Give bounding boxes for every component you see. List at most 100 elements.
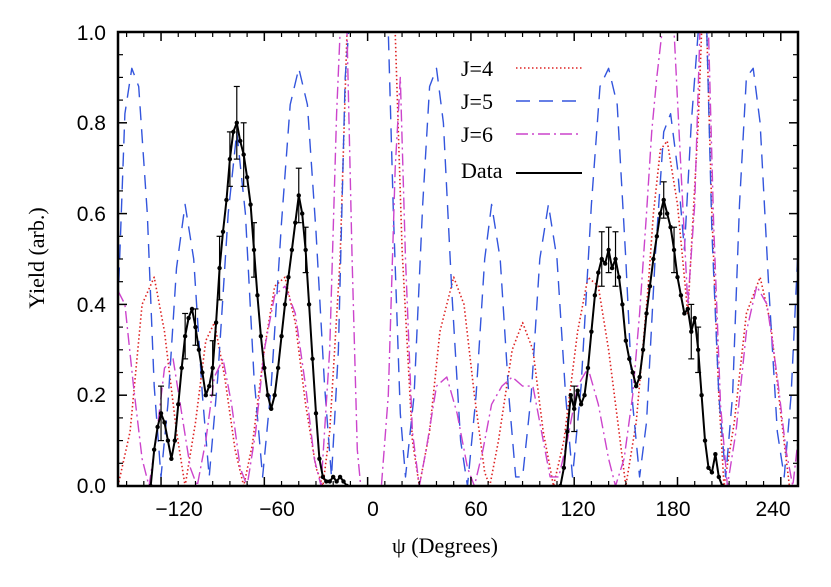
data-point — [334, 479, 339, 484]
data-point — [279, 333, 284, 339]
x-tick-label: −120 — [155, 498, 202, 521]
data-point — [330, 474, 336, 480]
data-point — [151, 447, 157, 452]
data-point — [337, 474, 343, 480]
legend-label-j5: J=5 — [461, 89, 493, 114]
data-point — [306, 302, 312, 307]
data-point — [716, 474, 722, 480]
data-point — [289, 247, 295, 253]
data-point — [578, 402, 584, 407]
data-point — [651, 256, 656, 262]
data-point — [155, 424, 160, 430]
series-line-j5 — [118, 32, 798, 486]
data-point — [213, 320, 219, 325]
data-point — [640, 347, 646, 352]
series-line-j4 — [118, 32, 791, 486]
data-point — [317, 456, 322, 461]
data-point — [602, 261, 608, 266]
data-point — [609, 265, 615, 271]
y-tick-label: 0.4 — [77, 294, 107, 317]
data-point — [275, 365, 281, 371]
data-point — [286, 274, 291, 280]
legend-label-j4: J=4 — [461, 56, 493, 81]
data-point — [272, 393, 277, 398]
data-point — [258, 333, 264, 339]
data-point — [341, 479, 346, 484]
data-point — [265, 393, 270, 398]
y-tick-label: 0.2 — [77, 384, 106, 407]
data-point — [592, 293, 598, 298]
data-point — [623, 338, 629, 343]
data-point — [255, 293, 260, 298]
series-line-data — [149, 121, 724, 486]
x-tick-label: −60 — [259, 498, 295, 521]
data-point — [627, 356, 632, 362]
x-tick-label: 60 — [464, 498, 487, 521]
data-point — [186, 315, 191, 321]
data-point — [565, 429, 570, 434]
data-point — [654, 234, 660, 239]
data-point — [203, 393, 208, 398]
data-point — [231, 129, 236, 135]
data-point — [200, 370, 205, 375]
data-point — [664, 211, 670, 216]
data-point — [196, 347, 202, 352]
data-point — [575, 388, 580, 393]
data-point — [658, 211, 663, 216]
data-point — [189, 306, 195, 312]
data-point — [561, 465, 567, 471]
data-point — [633, 383, 639, 389]
legend-label-data: Data — [461, 158, 503, 183]
data-point — [620, 302, 625, 307]
y-tick-label: 0.6 — [77, 203, 106, 226]
data-point — [585, 365, 591, 371]
data-point — [713, 452, 718, 457]
data-point — [262, 365, 267, 371]
data-point — [637, 374, 642, 380]
data-point — [709, 470, 715, 475]
data-point — [706, 465, 711, 471]
legend-background — [455, 52, 590, 194]
data-point — [224, 197, 229, 203]
data-point — [244, 175, 250, 180]
data-point — [702, 438, 708, 443]
series-line-j6 — [118, 32, 798, 486]
data-point — [644, 311, 649, 316]
data-point — [220, 229, 226, 234]
data-point — [269, 406, 274, 412]
legend-label-j6: J=6 — [461, 122, 493, 147]
x-axis-title: ψ (Degrees) — [392, 533, 498, 558]
x-tick-label: 0 — [367, 498, 379, 521]
y-axis-title: Yield (arb.) — [24, 207, 49, 308]
data-point — [327, 479, 332, 484]
data-point — [692, 315, 697, 321]
data-point — [169, 456, 174, 461]
data-point — [172, 438, 178, 443]
data-point — [668, 225, 673, 230]
data-point — [310, 356, 315, 362]
data-point — [675, 274, 680, 280]
data-point — [324, 479, 329, 484]
data-point — [282, 302, 288, 307]
data-point — [647, 284, 653, 289]
data-point — [313, 411, 319, 416]
data-point — [179, 365, 184, 371]
data-point — [596, 270, 601, 275]
ticks-layer — [118, 31, 799, 487]
data-point — [582, 393, 587, 398]
data-point — [207, 383, 212, 389]
data-point — [165, 438, 171, 443]
data-point — [568, 393, 573, 398]
data-point — [630, 370, 635, 375]
y-tick-label: 0.0 — [77, 475, 106, 498]
data-point — [293, 220, 298, 225]
data-point — [678, 293, 684, 298]
data-point — [162, 420, 167, 425]
data-point — [320, 474, 326, 480]
y-tick-label: 1.0 — [77, 22, 106, 45]
x-tick-label: 120 — [560, 498, 595, 521]
data-point — [616, 274, 622, 280]
data-point — [685, 306, 691, 312]
legend: J=4 J=5 J=6 Data — [455, 52, 590, 194]
